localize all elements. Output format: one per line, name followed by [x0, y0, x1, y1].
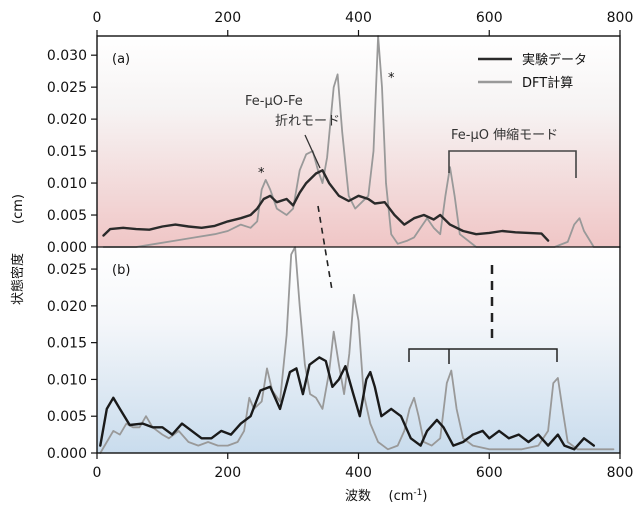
- y-tick-label: 0.010: [47, 176, 87, 192]
- y-tick-label: 0.005: [47, 409, 87, 425]
- panel-b-background: [97, 247, 620, 453]
- y-tick-label: 0.030: [47, 48, 87, 64]
- asterisk-annotation-1: *: [258, 166, 265, 181]
- panel-b-label: (b): [112, 263, 130, 278]
- y-tick-label: 0.025: [47, 80, 87, 96]
- y-tick-label: 0.005: [47, 208, 87, 224]
- y-tick-label: 0.020: [47, 112, 87, 128]
- series-layer: [99, 35, 621, 454]
- legend: 実験データ DFT計算: [478, 52, 587, 91]
- bend-mode-pointer: [304, 134, 321, 169]
- y-tick-label: 0.020: [47, 299, 87, 315]
- panel-a-label: (a): [112, 52, 130, 67]
- y-tick-label: 0.000: [47, 446, 87, 462]
- ticks-layer: 0 0 200 200 400 400 600 600 800 800 0.000 0.005 0.01…: [47, 10, 633, 481]
- y-tick-label: 0.015: [47, 336, 87, 352]
- y-axis-title: 状態密度 (cm): [10, 194, 26, 305]
- x-tick-label-top: 600: [476, 10, 503, 26]
- bend-mode-dashed-connector: [317, 205, 333, 291]
- x-tick-label-top: 400: [345, 10, 372, 26]
- legend-label-experiment: 実験データ: [522, 52, 587, 68]
- x-axis-label: 波数: [345, 489, 371, 504]
- y-axis-unit: (cm): [11, 194, 26, 224]
- x-tick-label-bottom: 600: [476, 465, 503, 481]
- x-tick-label-bottom: 0: [93, 465, 102, 481]
- asterisk-annotation-2: *: [388, 71, 395, 86]
- panel-a-background: [97, 36, 620, 247]
- panel-a-dft-line: [102, 35, 621, 248]
- stretch-mode-label: Fe-µO 伸縮モード: [451, 127, 558, 143]
- bend-mode-label-2: 折れモード: [275, 114, 340, 129]
- x-tick-label-top: 800: [607, 10, 634, 26]
- x-tick-label-top: 200: [214, 10, 241, 26]
- x-tick-label-bottom: 800: [607, 465, 634, 481]
- x-tick-label-bottom: 400: [345, 465, 372, 481]
- x-axis-unit: (cm-1): [389, 488, 428, 504]
- bend-mode-label-1: Fe-µO-Fe: [245, 94, 303, 109]
- x-tick-label-top: 0: [93, 10, 102, 26]
- panel-a-experiment-line: [102, 169, 550, 242]
- y-tick-label: 0.000: [47, 240, 87, 256]
- y-tick-label: 0.015: [47, 144, 87, 160]
- y-axis-label: 状態密度: [10, 253, 26, 305]
- panel-b-experiment-line: [99, 356, 595, 451]
- y-tick-label: 0.010: [47, 372, 87, 388]
- panel-b-dft-line: [99, 246, 615, 454]
- plot-frame: [96, 35, 621, 454]
- y-tick-label: 0.025: [47, 262, 87, 278]
- stretch-bracket-a: [448, 150, 577, 178]
- x-tick-label-bottom: 200: [214, 465, 241, 481]
- stretch-bracket-b: [408, 348, 558, 364]
- legend-label-dft: DFT計算: [522, 75, 573, 91]
